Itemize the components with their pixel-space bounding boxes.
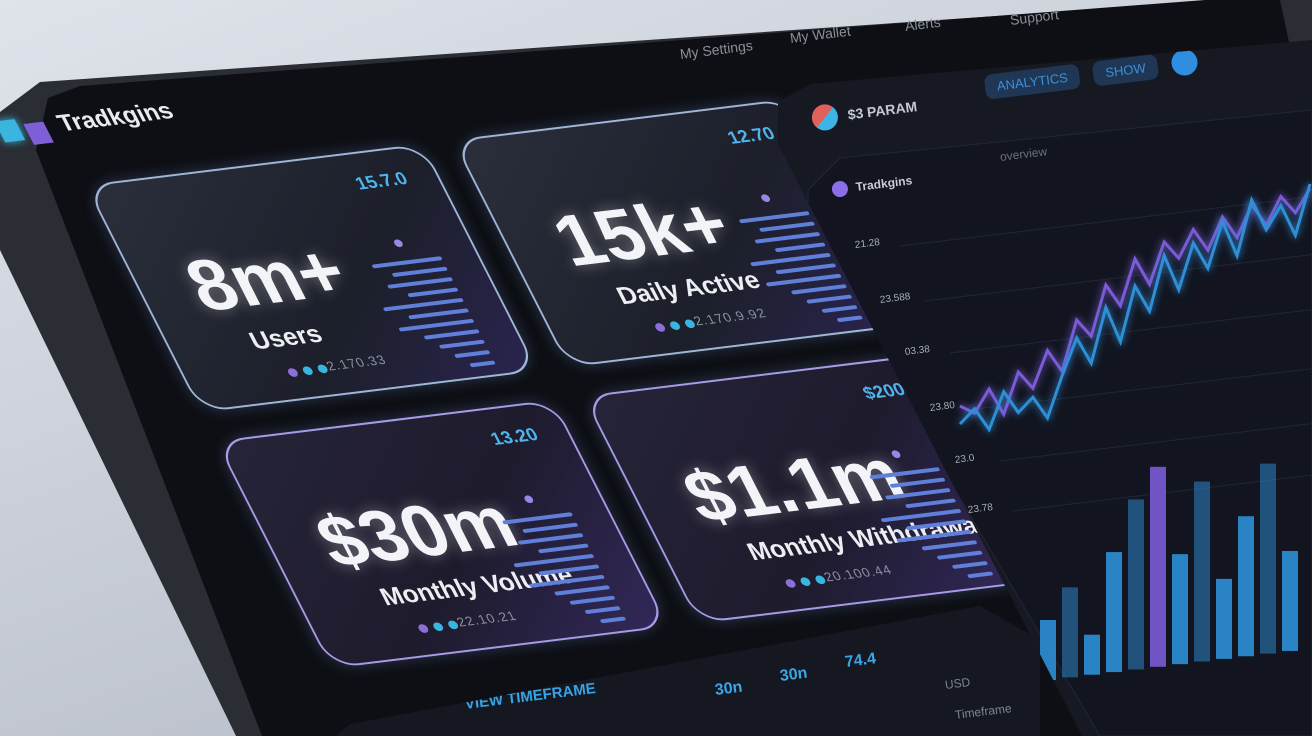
timeframe-select[interactable]: Timeframe xyxy=(954,701,1013,722)
gridline xyxy=(949,309,1312,354)
currency-select[interactable]: USD xyxy=(944,674,972,692)
dot-icon xyxy=(653,322,667,333)
dot-icon xyxy=(431,621,445,632)
gridline xyxy=(899,196,1312,247)
card-meta: 2.170.33 xyxy=(323,352,389,374)
bottom-number: 30n xyxy=(713,678,744,699)
chart-bar xyxy=(1238,516,1254,657)
card-corner-value: 12.70 xyxy=(723,123,779,148)
bottom-number: 74.4 xyxy=(843,650,877,671)
indicator-dot xyxy=(522,494,535,504)
profile-avatar[interactable] xyxy=(1169,48,1199,78)
chart-bar xyxy=(1194,481,1210,662)
dot-icon xyxy=(416,623,430,634)
gridline xyxy=(974,368,1312,410)
dot-icon xyxy=(301,365,315,376)
chart-bar xyxy=(1084,634,1100,675)
indicator-dot xyxy=(759,193,772,203)
status-dots xyxy=(286,364,330,378)
card-corner-value: 15.7.0 xyxy=(351,168,411,194)
series-line-blue xyxy=(958,183,1312,433)
series-icon xyxy=(831,180,849,198)
chart-bar xyxy=(1260,463,1276,654)
dot-icon xyxy=(668,320,682,331)
card-value: 15k+ xyxy=(539,182,745,282)
dot-icon xyxy=(783,578,798,589)
bottom-number: 30n xyxy=(778,664,809,685)
dot-icon xyxy=(286,367,300,378)
card-meta: 22.10.21 xyxy=(453,608,520,630)
y-axis-label: 23.0 xyxy=(954,452,975,466)
card-label: Users xyxy=(244,320,328,356)
chart-bar xyxy=(1150,466,1166,667)
status-dots xyxy=(416,620,460,634)
card-corner-value: 13.20 xyxy=(487,424,542,449)
indicator-dot xyxy=(392,238,405,248)
status-dots xyxy=(783,575,827,589)
gridline xyxy=(924,254,1312,302)
dot-icon xyxy=(798,576,813,587)
chart-bar xyxy=(1282,550,1298,651)
asset-icon xyxy=(810,102,840,132)
chart-bar xyxy=(1128,499,1144,670)
card-meta: 20.100.44 xyxy=(821,562,895,585)
card-value: 8m+ xyxy=(171,229,362,327)
indicator-dot xyxy=(890,449,902,459)
chart-bar xyxy=(1172,554,1188,665)
gridline xyxy=(999,423,1312,462)
status-dots xyxy=(653,318,697,333)
panel-title: $3 PARAM xyxy=(846,98,918,123)
logo-icon xyxy=(0,119,26,143)
chart-bar xyxy=(1106,552,1122,673)
chart-bar xyxy=(1062,587,1078,678)
logo-icon-accent xyxy=(23,121,54,145)
chart-bar xyxy=(1216,578,1232,659)
card-meta: 2.170.9.92 xyxy=(690,305,769,329)
